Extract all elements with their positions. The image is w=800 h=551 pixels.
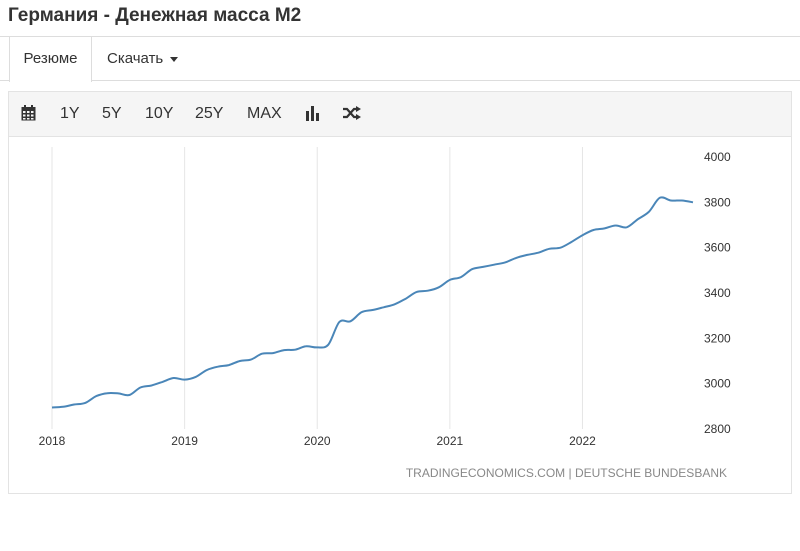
chart-panel: 1Y 5Y 10Y 25Y MAX bbox=[8, 91, 792, 494]
tab-summary[interactable]: Резюме bbox=[9, 37, 92, 82]
range-max-button[interactable]: MAX bbox=[247, 105, 282, 122]
range-1y-button[interactable]: 1Y bbox=[60, 105, 80, 122]
tab-bar: Резюме Скачать bbox=[0, 36, 800, 82]
range-25y-button[interactable]: 25Y bbox=[195, 105, 224, 122]
caret-down-icon bbox=[170, 56, 179, 62]
calendar-icon[interactable] bbox=[21, 105, 36, 123]
tab-download[interactable]: Скачать bbox=[107, 37, 179, 81]
bar-chart-icon[interactable] bbox=[305, 105, 321, 123]
range-10y-button[interactable]: 10Y bbox=[145, 105, 174, 122]
range-5y-button[interactable]: 5Y bbox=[102, 105, 122, 122]
tab-download-label: Скачать bbox=[107, 50, 164, 67]
page-title: Германия - Денежная масса M2 bbox=[8, 5, 302, 26]
chart-toolbar: 1Y 5Y 10Y 25Y MAX bbox=[9, 92, 791, 137]
shuffle-icon[interactable] bbox=[342, 105, 362, 123]
